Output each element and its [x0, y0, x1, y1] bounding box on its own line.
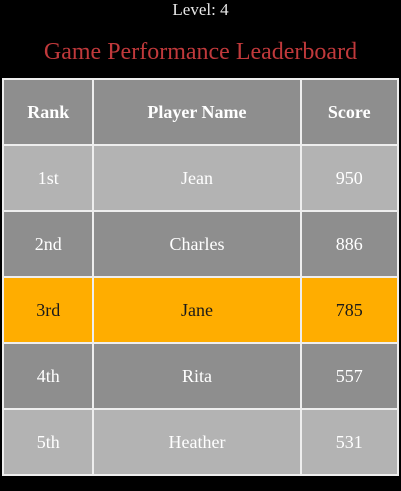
player-name-cell: Jane — [94, 278, 300, 342]
player-name-cell: Rita — [94, 344, 300, 408]
score-cell: 785 — [301, 278, 397, 342]
score-cell: 886 — [301, 212, 397, 276]
leaderboard-title: Game Performance Leaderboard — [43, 39, 358, 65]
score-cell: 557 — [301, 344, 397, 408]
rank-cell: 3rd — [4, 278, 93, 342]
column-header-score: Score — [301, 80, 397, 144]
table-header-row: Rank Player Name Score — [4, 80, 397, 144]
rank-cell: 1st — [4, 146, 93, 210]
score-cell: 531 — [301, 410, 397, 474]
player-name-cell: Heather — [94, 410, 300, 474]
table-row: 2nd Charles 886 — [4, 212, 397, 276]
leaderboard-table: Rank Player Name Score 1st Jean 950 2nd … — [2, 78, 399, 476]
table-row: 4th Rita 557 — [4, 344, 397, 408]
rank-cell: 2nd — [4, 212, 93, 276]
player-name-cell: Jean — [94, 146, 300, 210]
column-header-rank: Rank — [4, 80, 93, 144]
table-row: 5th Heather 531 — [4, 410, 397, 474]
column-header-player-name: Player Name — [94, 80, 300, 144]
table-row-highlighted: 3rd Jane 785 — [4, 278, 397, 342]
table-row: 1st Jean 950 — [4, 146, 397, 210]
rank-cell: 5th — [4, 410, 93, 474]
score-cell: 950 — [301, 146, 397, 210]
player-name-cell: Charles — [94, 212, 300, 276]
level-indicator: Level: 4 — [172, 0, 229, 19]
rank-cell: 4th — [4, 344, 93, 408]
